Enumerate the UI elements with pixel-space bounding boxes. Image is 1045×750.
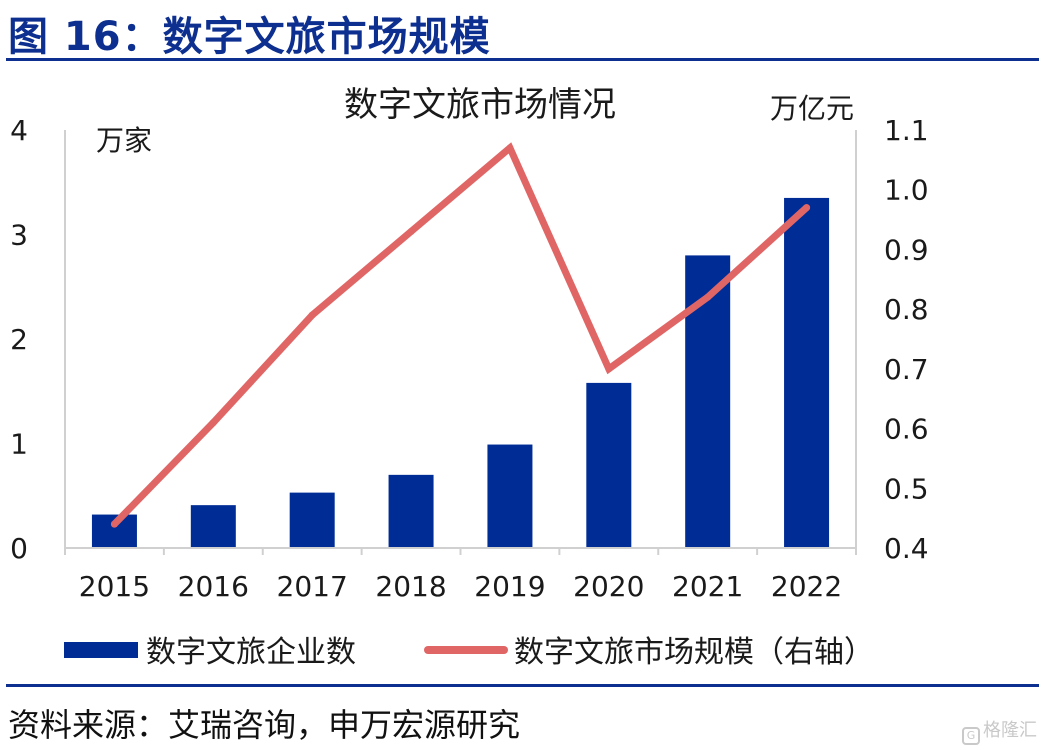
watermark-logo-icon: G — [962, 727, 980, 745]
chart: 数字文旅市场情况 万家 万亿元 0 1 2 3 4 0.4 0.5 0.6 0.7 0.8 0.9… — [10, 85, 929, 670]
top-divider — [6, 58, 1039, 61]
right-tick-label: 1.1 — [884, 114, 929, 147]
x-tick-label: 2018 — [375, 570, 446, 603]
bar-2016 — [190, 505, 236, 548]
bar-2017 — [289, 492, 335, 548]
right-tick-label: 0.4 — [884, 532, 929, 565]
bar-2020 — [586, 382, 632, 548]
chart-title: 数字文旅市场情况 — [344, 85, 616, 125]
x-tick-label: 2022 — [771, 570, 842, 603]
axes — [64, 130, 857, 555]
x-tick-label: 2016 — [178, 570, 249, 603]
right-tick-label: 0.8 — [884, 293, 929, 326]
line-point-2018 — [407, 228, 415, 236]
watermark: G 格隆汇 — [962, 716, 1037, 745]
bar-2022 — [784, 197, 830, 549]
line-path — [110, 142, 811, 528]
legend-label-bar: 数字文旅企业数 — [146, 635, 356, 670]
left-tick-label: 1 — [10, 428, 28, 461]
bottom-divider — [6, 684, 1039, 687]
line-point-2017 — [308, 311, 316, 319]
legend: 数字文旅企业数 数字文旅市场规模（右轴） — [64, 635, 874, 670]
line-point-2022 — [803, 204, 811, 212]
right-axis-ticks: 0.4 0.5 0.6 0.7 0.8 0.9 1.0 1.1 — [884, 114, 929, 565]
bar-2018 — [388, 474, 434, 548]
bar-2019 — [487, 444, 533, 548]
left-axis-unit: 万家 — [96, 124, 152, 157]
line-point-2021 — [704, 293, 712, 301]
line-point-2019 — [506, 144, 514, 152]
right-tick-label: 0.9 — [884, 233, 929, 266]
bar-series — [91, 197, 830, 549]
source-note: 资料来源：艾瑞咨询，申万宏源研究 — [8, 706, 521, 744]
right-tick-label: 1.0 — [884, 174, 929, 207]
line-point-2015 — [110, 520, 118, 528]
x-tick-label: 2019 — [474, 570, 545, 603]
x-tick-label: 2015 — [79, 570, 150, 603]
left-tick-label: 2 — [10, 323, 28, 356]
right-tick-label: 0.5 — [884, 472, 929, 505]
legend-label-line: 数字文旅市场规模（右轴） — [514, 635, 874, 670]
right-tick-label: 0.6 — [884, 413, 929, 446]
left-axis-ticks: 0 1 2 3 4 — [10, 114, 28, 565]
legend-swatch-bar — [64, 642, 138, 658]
x-tick-label: 2017 — [277, 570, 348, 603]
left-tick-label: 4 — [10, 114, 28, 147]
figure-title: 图 16：数字文旅市场规模 — [8, 14, 491, 60]
x-axis-ticks: 2015 2016 2017 2018 2019 2020 2021 2022 — [79, 570, 842, 603]
line-point-2020 — [605, 365, 613, 373]
line-series — [110, 142, 811, 528]
right-axis-unit: 万亿元 — [770, 92, 854, 125]
x-tick-label: 2021 — [672, 570, 743, 603]
left-tick-label: 3 — [10, 219, 28, 252]
x-tick-label: 2020 — [573, 570, 644, 603]
watermark-text: 格隆汇 — [983, 720, 1037, 741]
line-point-2016 — [209, 419, 217, 427]
right-tick-label: 0.7 — [884, 353, 929, 386]
left-tick-label: 0 — [10, 532, 28, 565]
